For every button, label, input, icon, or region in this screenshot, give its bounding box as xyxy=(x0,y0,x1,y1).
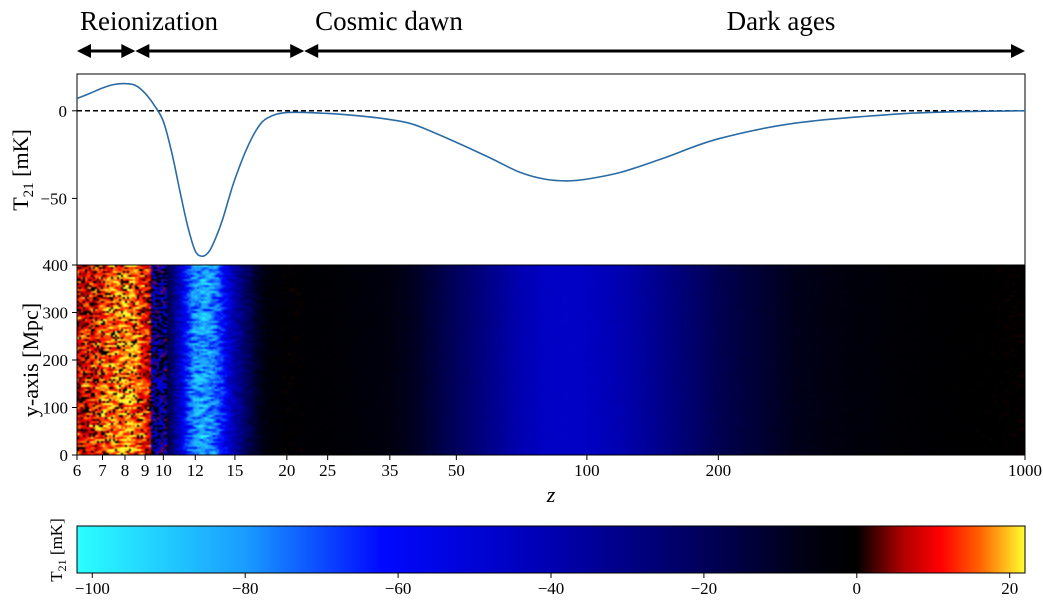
bottom-y-tick-label: 0 xyxy=(60,446,69,465)
x-tick-label: 10 xyxy=(155,461,172,480)
era-timeline: Reionization Cosmic dawn Dark ages xyxy=(77,6,1025,58)
x-tick-label: 1000 xyxy=(1008,461,1042,480)
brightness-temperature-map xyxy=(77,265,1025,455)
top-y-tick-label: −50 xyxy=(40,189,67,208)
colorbar-label: T21 [mK] xyxy=(47,518,69,581)
era-arrow-head-right xyxy=(121,44,136,58)
colorbar-tick-label: −40 xyxy=(538,579,565,598)
x-tick-label: 35 xyxy=(381,461,398,480)
colorbar-tick-label: −20 xyxy=(691,579,718,598)
top-panel-frame xyxy=(76,73,1026,266)
bottom-y-tick-label: 100 xyxy=(43,399,69,418)
x-tick-label: 15 xyxy=(226,461,243,480)
x-tick-label: 9 xyxy=(141,461,150,480)
colorbar: −100 −80 −60 −40 −20 0 20 T21 [mK] xyxy=(47,518,1026,598)
colorbar-tick-label: 0 xyxy=(853,579,862,598)
colorbar-gradient xyxy=(76,525,1026,574)
x-tick-label: 50 xyxy=(448,461,465,480)
top-y-tick-label: 0 xyxy=(59,102,68,121)
colorbar-tick-label: −100 xyxy=(75,579,110,598)
colorbar-tick-label: 20 xyxy=(1001,579,1018,598)
era-arrow-head-left xyxy=(135,44,150,58)
t21-line-panel: 0 −50 T21 [mK] xyxy=(8,73,1026,266)
x-tick-label: 8 xyxy=(121,461,130,480)
era-label-cosmic-dawn: Cosmic dawn xyxy=(315,6,463,36)
era-arrow-head-left xyxy=(77,44,91,58)
era-arrow-head-right xyxy=(290,44,305,58)
x-tick-label: 25 xyxy=(319,461,336,480)
x-axis-label: z xyxy=(546,482,556,507)
top-y-axis-label: T21 [mK] xyxy=(8,129,37,211)
colorbar-tick-label: −80 xyxy=(232,579,259,598)
colorbar-tick-label: −60 xyxy=(385,579,412,598)
bottom-y-tick-label: 200 xyxy=(43,351,69,370)
brightness-map-panel: 0 100 200 300 400 6 7 8 9 10 12 15 20 25 35 50 100 200 10… xyxy=(18,256,1042,507)
era-arrow-head-left xyxy=(304,44,319,58)
x-tick-label: 20 xyxy=(278,461,295,480)
x-tick-label: 7 xyxy=(98,461,107,480)
x-tick-label: 12 xyxy=(187,461,204,480)
t21-series-line xyxy=(77,82,1025,258)
x-tick-label: 100 xyxy=(574,461,600,480)
x-tick-label: 200 xyxy=(706,461,732,480)
era-arrow-head-right xyxy=(1011,44,1025,58)
x-tick-label: 6 xyxy=(73,461,82,480)
bottom-y-axis-label: y-axis [Mpc] xyxy=(18,303,43,417)
era-label-dark-ages: Dark ages xyxy=(727,6,836,36)
bottom-y-tick-label: 300 xyxy=(43,304,69,323)
era-label-reionization: Reionization xyxy=(80,6,218,36)
bottom-y-tick-label: 400 xyxy=(43,256,69,275)
